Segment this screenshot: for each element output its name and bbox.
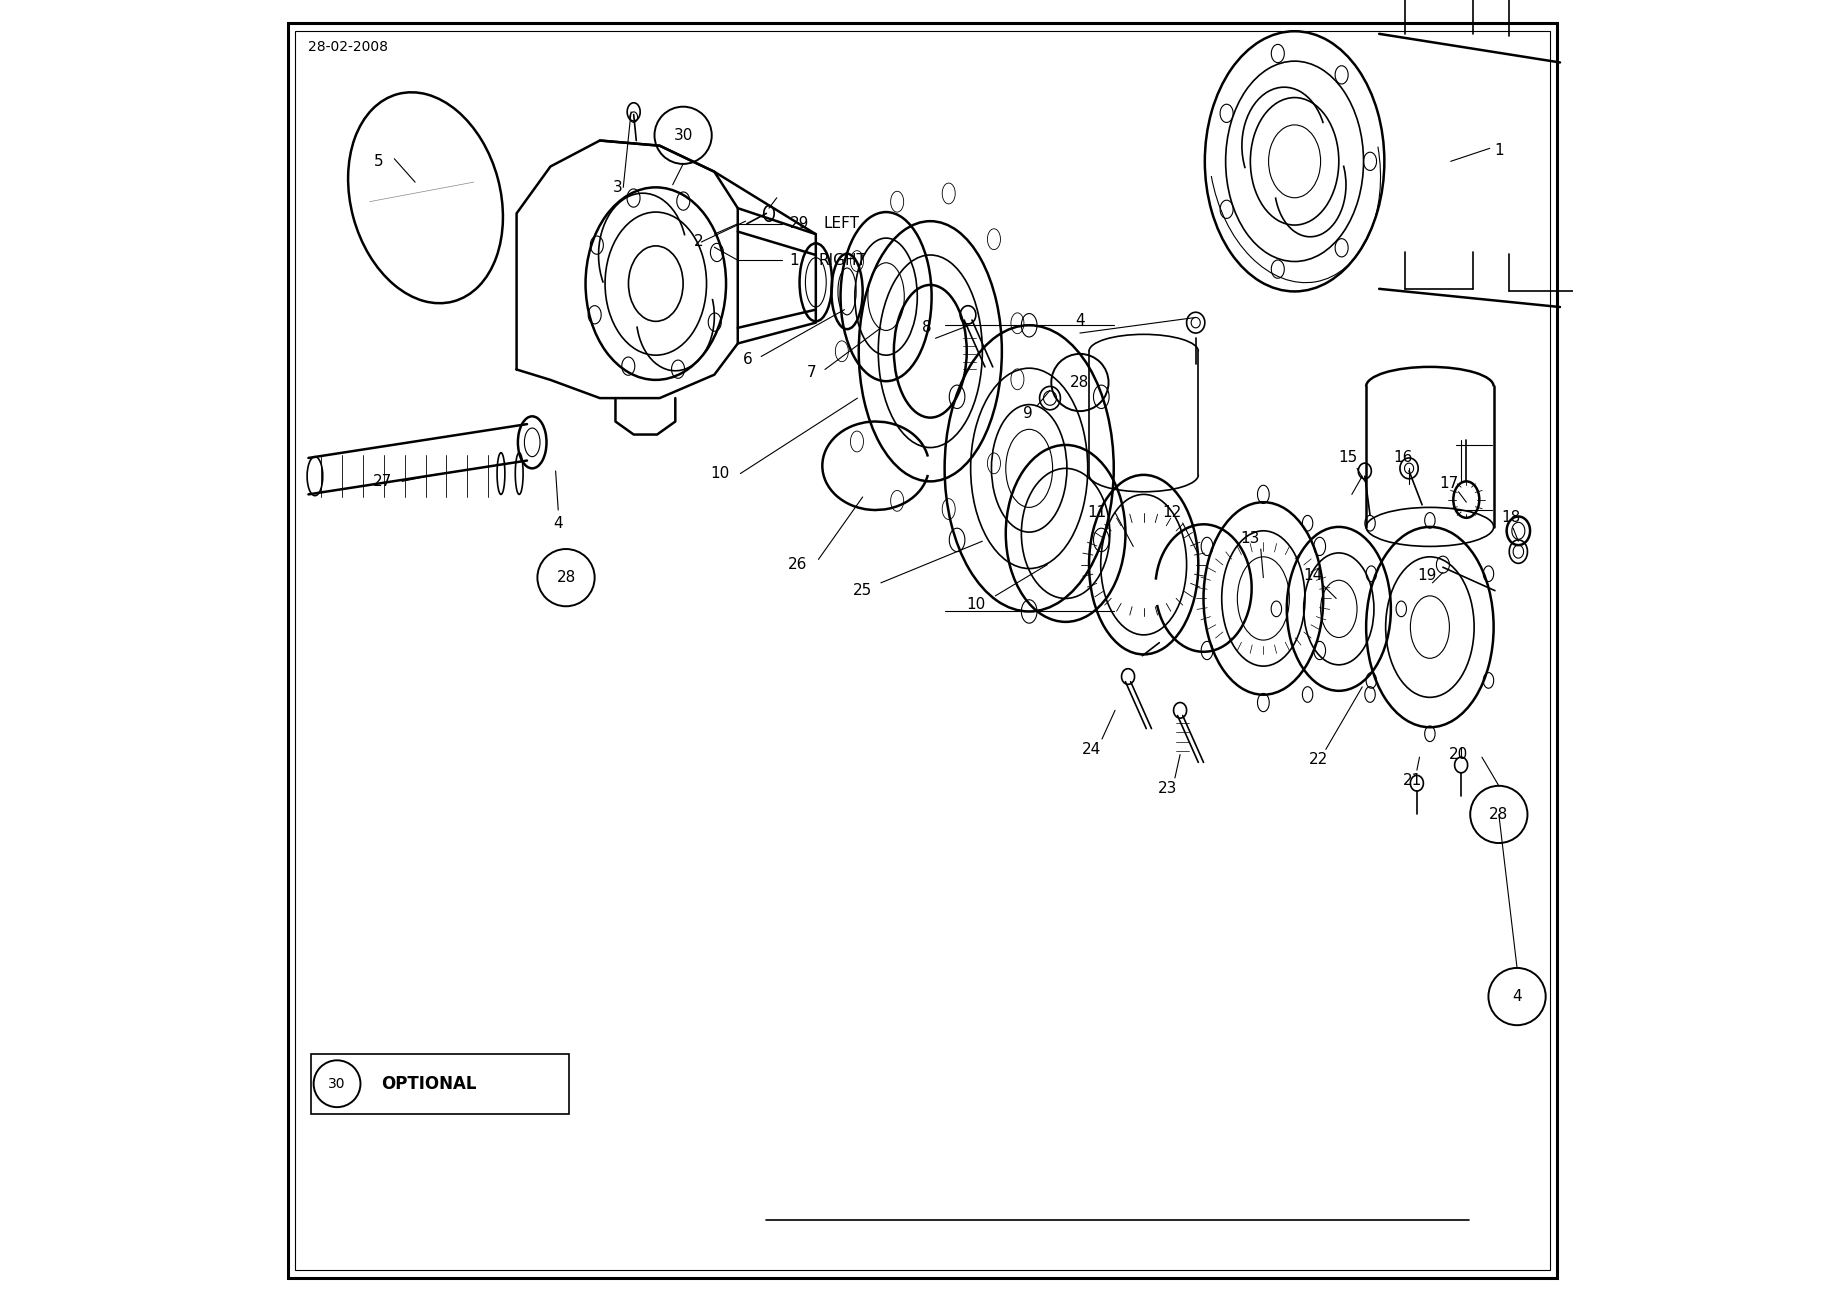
Text: 4: 4 [1513, 989, 1522, 1004]
Text: LEFT: LEFT [823, 216, 860, 232]
Text: 24: 24 [1081, 742, 1101, 757]
Text: 18: 18 [1502, 510, 1520, 526]
Text: 6: 6 [744, 351, 753, 367]
Text: 10: 10 [710, 466, 729, 481]
Text: 4: 4 [1076, 312, 1085, 328]
Text: 28-02-2008: 28-02-2008 [308, 40, 389, 53]
Text: 29: 29 [790, 216, 810, 232]
Text: RIGHT: RIGHT [819, 252, 867, 268]
Text: 8: 8 [922, 320, 932, 336]
Text: 27: 27 [373, 474, 393, 489]
Text: 21: 21 [1404, 773, 1422, 788]
Text: 5: 5 [375, 154, 384, 169]
Text: 17: 17 [1439, 476, 1459, 492]
Text: 2: 2 [694, 234, 703, 250]
Text: 28: 28 [1070, 375, 1090, 390]
Text: 1: 1 [1494, 143, 1504, 159]
Text: 28: 28 [557, 570, 576, 585]
Text: 10: 10 [967, 597, 985, 613]
Text: 15: 15 [1338, 450, 1358, 466]
Text: OPTIONAL: OPTIONAL [382, 1075, 476, 1093]
Text: 22: 22 [1308, 752, 1328, 768]
Text: 9: 9 [1022, 406, 1033, 422]
Text: 30: 30 [328, 1077, 345, 1090]
Bar [312, 1054, 568, 1114]
Text: 11: 11 [1087, 505, 1107, 520]
Text: 12: 12 [1162, 505, 1183, 520]
Text: 26: 26 [788, 557, 808, 572]
Text: 19: 19 [1417, 567, 1437, 583]
Text: 16: 16 [1393, 450, 1411, 466]
Text: 3: 3 [613, 180, 624, 195]
Text: 23: 23 [1157, 781, 1177, 796]
Text: 1: 1 [790, 252, 799, 268]
Text: 28: 28 [1489, 807, 1509, 822]
Text: 13: 13 [1240, 531, 1260, 546]
Text: 7: 7 [806, 364, 817, 380]
Text: 30: 30 [673, 127, 694, 143]
Text: 4: 4 [554, 515, 563, 531]
Text: 20: 20 [1448, 747, 1469, 762]
Text: 25: 25 [852, 583, 873, 598]
Text: 14: 14 [1303, 567, 1323, 583]
